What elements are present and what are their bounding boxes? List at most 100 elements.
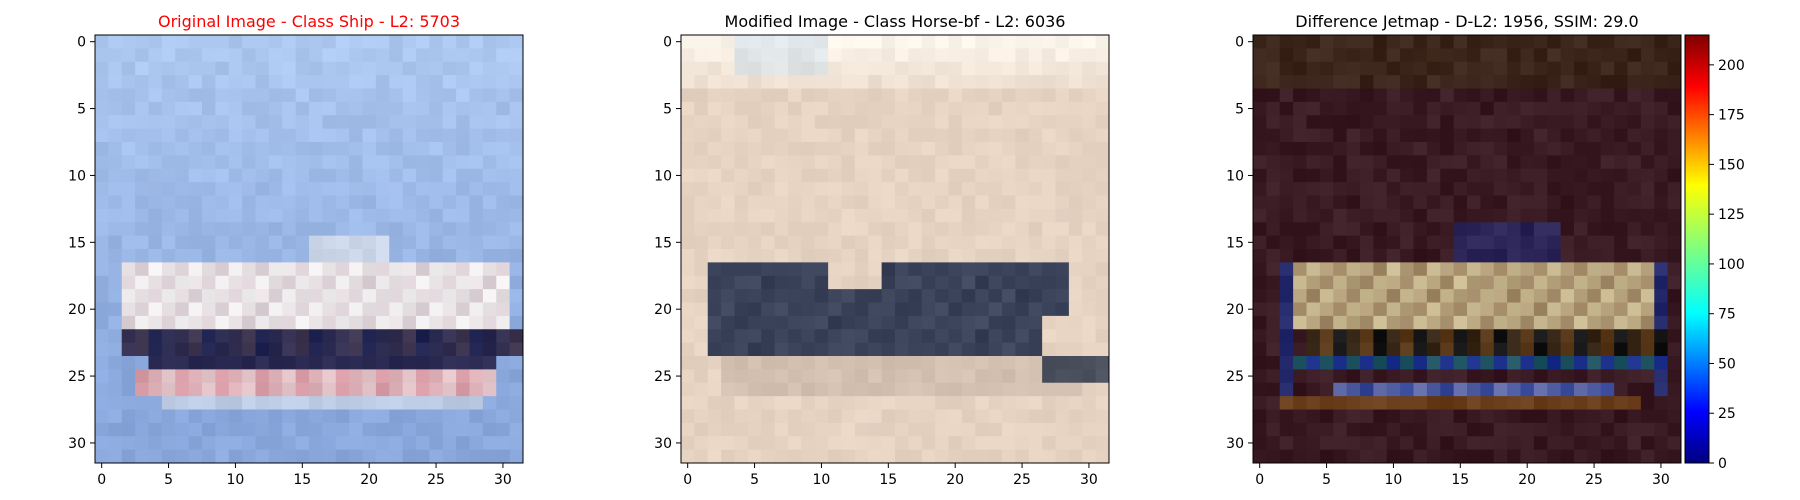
heatmap-cell xyxy=(1015,369,1030,384)
heatmap-cell xyxy=(496,128,511,143)
heatmap-cell xyxy=(1413,382,1428,397)
heatmap-cell xyxy=(1279,195,1294,210)
heatmap-cell xyxy=(108,422,123,437)
heatmap-cell xyxy=(1068,35,1083,49)
heatmap-cell xyxy=(1042,195,1056,210)
heatmap-cell xyxy=(1333,128,1348,143)
heatmap-cell xyxy=(1574,356,1588,370)
heatmap-cell xyxy=(1266,115,1281,130)
heatmap-cell xyxy=(1386,235,1401,250)
heatmap-cell xyxy=(975,222,990,237)
heatmap-cell xyxy=(215,101,230,116)
heatmap-cell xyxy=(1400,101,1414,116)
heatmap-cell xyxy=(1614,382,1628,397)
heatmap-cell xyxy=(282,409,297,424)
heatmap-cell xyxy=(1279,222,1294,237)
heatmap-cell xyxy=(1293,449,1307,464)
heatmap-cell xyxy=(268,422,283,437)
heatmap-cell xyxy=(975,182,990,196)
heatmap-cell xyxy=(469,195,484,210)
heatmap-cell xyxy=(108,88,123,103)
heatmap-cell xyxy=(309,342,323,357)
heatmap-cell xyxy=(1667,48,1682,63)
heatmap-cell xyxy=(309,142,323,156)
heatmap-cell xyxy=(975,75,990,89)
heatmap-cell xyxy=(1068,409,1083,424)
heatmap-cell xyxy=(774,208,789,223)
heatmap-cell xyxy=(1386,436,1401,451)
heatmap-cell xyxy=(456,75,470,89)
heatmap-cell xyxy=(175,155,190,170)
heatmap-cell xyxy=(322,382,337,397)
heatmap-cell xyxy=(268,222,283,237)
heatmap-cell xyxy=(322,436,337,451)
heatmap-cell xyxy=(895,342,909,357)
heatmap-cell xyxy=(895,409,909,424)
heatmap-cell xyxy=(1600,35,1615,49)
heatmap-cell xyxy=(828,48,842,63)
heatmap-cell xyxy=(1587,289,1602,303)
heatmap-cell xyxy=(416,409,430,424)
heatmap-cell xyxy=(1042,75,1056,89)
heatmap-cell xyxy=(509,128,524,143)
heatmap-cell xyxy=(1253,88,1267,103)
heatmap-cell xyxy=(215,382,230,397)
heatmap-cell xyxy=(721,182,735,196)
heatmap-cell xyxy=(707,208,722,223)
heatmap-cell xyxy=(335,329,350,344)
heatmap-cell xyxy=(1413,182,1428,196)
heatmap-cell xyxy=(961,369,976,384)
heatmap-cell xyxy=(1002,289,1016,303)
heatmap-cell xyxy=(1028,168,1043,183)
heatmap-cell xyxy=(895,396,909,410)
heatmap-cell xyxy=(309,235,323,250)
heatmap-cell xyxy=(175,128,190,143)
heatmap-cell xyxy=(694,155,709,170)
heatmap-cell xyxy=(1386,289,1401,303)
heatmap-cell xyxy=(908,168,923,183)
heatmap-cell xyxy=(1400,342,1414,357)
heatmap-cell xyxy=(908,182,923,196)
heatmap-cell xyxy=(1319,88,1334,103)
heatmap-cell xyxy=(456,222,470,237)
heatmap-cell xyxy=(774,302,789,317)
heatmap-cell xyxy=(1507,275,1521,290)
heatmap-cell xyxy=(881,369,896,384)
heatmap-cell xyxy=(1346,275,1361,290)
heatmap-cell xyxy=(1654,382,1669,397)
heatmap-cell xyxy=(1533,128,1548,143)
heatmap-cell xyxy=(268,195,283,210)
panel-original: Original Image - Class Ship - L2: 5703 0… xyxy=(68,12,524,488)
panel-title-difference: Difference Jetmap - D-L2: 1956, SSIM: 29… xyxy=(1295,12,1638,31)
heatmap-cell xyxy=(375,48,390,63)
heatmap-cell xyxy=(1507,449,1521,464)
heatmap-cell xyxy=(349,88,363,103)
heatmap-cell xyxy=(1547,302,1562,317)
heatmap-cell xyxy=(1493,409,1508,424)
heatmap-cell xyxy=(1095,128,1110,143)
heatmap-cell xyxy=(322,289,337,303)
heatmap-cell xyxy=(1319,155,1334,170)
heatmap-cell xyxy=(961,422,976,437)
heatmap-cell xyxy=(1453,35,1468,49)
heatmap-cell xyxy=(1507,208,1521,223)
heatmap-cell xyxy=(1426,396,1441,410)
heatmap-cell xyxy=(1346,329,1361,344)
heatmap-cell xyxy=(854,182,869,196)
heatmap-cell xyxy=(921,195,936,210)
heatmap-cell xyxy=(694,275,709,290)
heatmap-cell xyxy=(1640,342,1655,357)
heatmap-cell xyxy=(309,115,323,130)
heatmap-cell xyxy=(814,61,829,76)
heatmap-cell xyxy=(135,48,149,63)
heatmap-cell xyxy=(456,235,470,250)
heatmap-cell xyxy=(1507,262,1521,277)
heatmap-cell xyxy=(108,182,123,196)
heatmap-cell xyxy=(1319,35,1334,49)
heatmap-cell xyxy=(988,249,1003,263)
heatmap-cell xyxy=(1266,436,1281,451)
heatmap-cell xyxy=(1095,222,1110,237)
heatmap-cell xyxy=(442,342,457,357)
heatmap-cell xyxy=(854,329,869,344)
